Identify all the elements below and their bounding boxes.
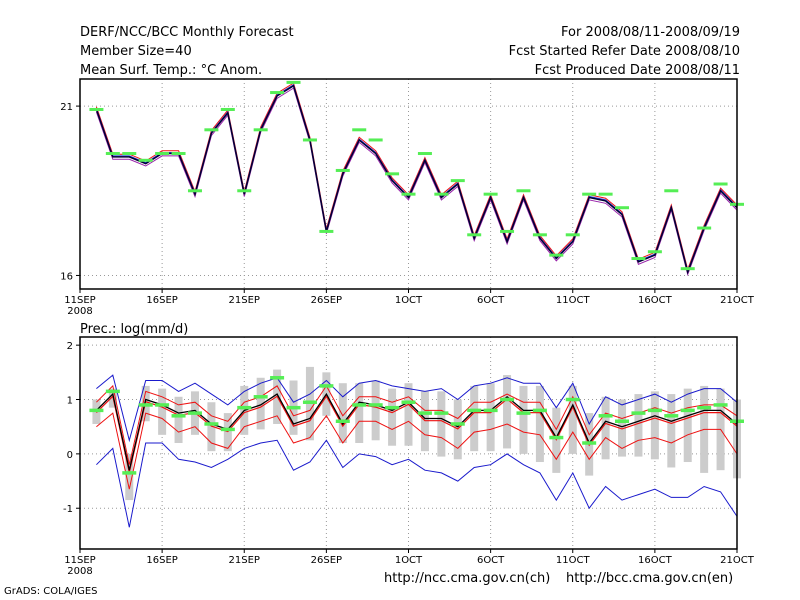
x-tick-label: 1OCT [395, 295, 423, 306]
precip-lower-quantile-line [96, 412, 738, 490]
precip-mean-red-line [95, 395, 738, 473]
spread-bar [618, 399, 627, 457]
x-tick-label: 16OCT [638, 295, 673, 306]
x-tick-label: 6OCT [477, 295, 505, 306]
spread-bar [683, 388, 692, 463]
precip-upper-quantile-line [96, 384, 738, 465]
url-ch[interactable]: http://ncc.cma.gov.cn(ch) [384, 571, 551, 586]
x-sublabel: 2008 [67, 566, 92, 577]
temp-mean-line [95, 84, 738, 275]
x-tick-label: 26SEP [311, 555, 342, 566]
y-tick-label: 21 [60, 102, 73, 113]
spread-bar [650, 391, 659, 460]
y-tick-label: 16 [60, 271, 73, 282]
precip-min-line [96, 439, 738, 528]
spread-bar [158, 388, 167, 435]
header-left: DERF/NCC/BCC Monthly Forecast Member Siz… [80, 24, 294, 81]
spread-bar [174, 396, 183, 443]
x-tick-label: 21SEP [229, 295, 260, 306]
y-tick-label: 1 [67, 396, 73, 407]
x-tick-label: 6OCT [477, 555, 505, 566]
precip-title: Prec.: log(mm/d) [80, 322, 188, 337]
x-tick-label: 21SEP [229, 555, 260, 566]
x-tick-label: 16SEP [146, 555, 177, 566]
y-tick-label: 2 [67, 341, 73, 352]
header-start-date: Fcst Started Refer Date 2008/08/10 [508, 44, 740, 59]
header-period: For 2008/08/11-2008/09/19 [561, 25, 740, 40]
header-member-size: Member Size=40 [80, 44, 192, 59]
spread-bar [667, 394, 676, 468]
spread-bar [519, 385, 528, 454]
x-tick-label: 11SEP [64, 295, 95, 306]
spread-bar [486, 383, 495, 452]
y-tick-label: -1 [63, 504, 73, 515]
spread-bar [404, 383, 413, 446]
url-en[interactable]: http://bcc.cma.gov.cn(en) [566, 571, 734, 586]
header-variable: Mean Surf. Temp.: °C Anom. [80, 63, 263, 78]
header-title: DERF/NCC/BCC Monthly Forecast [80, 25, 294, 40]
x-sublabel: 2008 [67, 306, 92, 317]
temp-member-line [95, 82, 738, 272]
x-tick-label: 1OCT [395, 555, 423, 566]
precip-max-line [96, 374, 738, 443]
x-tick-label: 11OCT [556, 295, 591, 306]
spread-bar [338, 383, 347, 443]
x-tick-label: 11OCT [556, 555, 591, 566]
x-tick-label: 16OCT [638, 555, 673, 566]
spread-bar [535, 385, 544, 463]
temp-member-line [95, 87, 738, 277]
spread-bar [388, 388, 397, 446]
x-tick-label: 11SEP [64, 555, 95, 566]
precip-mean-line [95, 392, 738, 471]
spread-bar [437, 391, 446, 457]
spread-bar [355, 383, 364, 443]
x-tick-label: 16SEP [146, 295, 177, 306]
x-tick-label: 21OCT [720, 555, 755, 566]
spread-bar [470, 385, 479, 452]
header-right: For 2008/08/11-2008/09/19 Fcst Started R… [470, 24, 740, 81]
spread-bar [601, 396, 610, 460]
header-produced-date: Fcst Produced Date 2008/08/11 [534, 63, 740, 78]
y-tick-label: 0 [67, 450, 73, 461]
spread-bar [256, 377, 265, 430]
spread-bar [634, 394, 643, 457]
spread-bar [125, 453, 134, 501]
spread-bar [568, 385, 577, 454]
x-tick-label: 26SEP [311, 295, 342, 306]
spread-bar [503, 375, 512, 449]
x-tick-label: 21OCT [720, 295, 755, 306]
spread-bar [371, 380, 380, 441]
grads-credit: GrADS: COLA/IGES [4, 586, 98, 597]
